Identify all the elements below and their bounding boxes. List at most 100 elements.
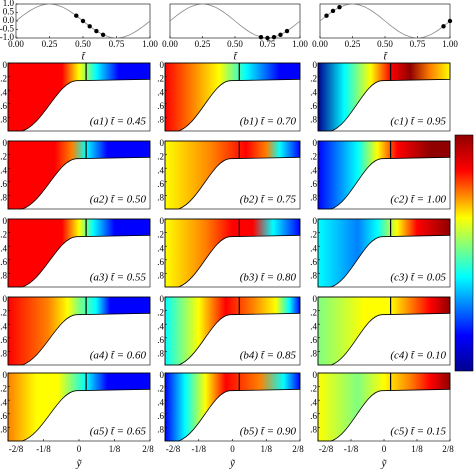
y-tick-label: .6 — [310, 335, 317, 345]
y-tick-label: .6 — [157, 335, 164, 345]
x-tick-label: 0.50 — [227, 39, 243, 49]
time-point — [74, 13, 79, 18]
y-tick-label: .8 — [157, 192, 164, 202]
panel-frame — [7, 62, 151, 132]
panel-frame — [164, 218, 301, 288]
y-tick-label: .8 — [0, 192, 7, 202]
x-axis-label: t̃ — [233, 51, 238, 63]
x-tick-label: 1.00 — [442, 39, 458, 49]
x-tick-label: 1.00 — [292, 39, 308, 49]
time-point — [87, 24, 92, 29]
y-tick-label: .4 — [0, 165, 7, 175]
y-tick-label: .6 — [310, 179, 317, 189]
x-tick-label: -2/8 — [9, 444, 24, 454]
panel-label: (c4) t̃ = 0.10 — [390, 350, 446, 362]
y-tick-label: .2 — [310, 152, 317, 162]
panel-frame — [164, 296, 301, 366]
y-tick-label: 0 — [313, 370, 318, 380]
y-tick-label: .4 — [310, 87, 317, 97]
x-tick-label: 0.25 — [195, 39, 211, 49]
y-tick-label: .8 — [310, 192, 317, 202]
sine-curve — [319, 3, 451, 39]
panel-label: (a5) t̃ = 0.65 — [90, 426, 147, 438]
y-tick-label: .8 — [0, 424, 7, 434]
y-tick-label: -0.5 — [0, 24, 14, 34]
y-tick-label: 0 — [160, 60, 165, 70]
x-tick-label: 0.75 — [410, 39, 426, 49]
y-tick-label: .4 — [157, 243, 164, 253]
panel-label: (c5) t̃ = 0.15 — [390, 426, 446, 438]
y-tick-label: .2 — [0, 308, 7, 318]
panel-frame — [164, 140, 301, 210]
y-tick-label: .8 — [0, 348, 7, 358]
panel-label: (a4) t̃ = 0.60 — [90, 350, 147, 362]
time-point — [284, 28, 290, 34]
y-tick-label: .8 — [310, 270, 317, 280]
y-tick-label: .4 — [157, 321, 164, 331]
y-tick-label: .4 — [0, 87, 7, 97]
y-tick-label: 0 — [160, 294, 165, 304]
y-tick-label: .4 — [157, 397, 164, 407]
y-tick-label: .4 — [0, 397, 7, 407]
y-tick-label: .4 — [0, 243, 7, 253]
y-tick-label: .8 — [157, 424, 164, 434]
y-tick-label: 1.0 — [3, 0, 15, 8]
panel-label: (b5) t̃ = 0.90 — [240, 426, 297, 438]
y-tick-label: .8 — [0, 114, 7, 124]
x-tick-label: 0 — [230, 444, 235, 454]
x-tick-label: 2/8 — [142, 444, 154, 454]
x-tick-label: 0.25 — [42, 39, 58, 49]
panel-frame — [7, 296, 151, 366]
y-tick-label: .2 — [310, 384, 317, 394]
x-axis-label: ỹ — [381, 458, 388, 470]
x-tick-label: 1/8 — [109, 444, 121, 454]
y-tick-label: 0 — [313, 138, 318, 148]
time-point — [100, 32, 106, 37]
y-tick-label: .2 — [0, 152, 7, 162]
panel-frame — [317, 62, 451, 132]
x-tick-label: 0.75 — [260, 39, 276, 49]
y-tick-label: .2 — [157, 152, 164, 162]
y-tick-label: .8 — [0, 270, 7, 280]
x-tick-label: -1/8 — [36, 444, 51, 454]
y-tick-label: 0 — [160, 216, 165, 226]
x-tick-label: -2/8 — [319, 444, 334, 454]
panel-frame — [317, 218, 451, 288]
y-tick-label: 0 — [160, 138, 165, 148]
panel-label: (c3) t̃ = 0.05 — [390, 272, 446, 284]
y-tick-label: .8 — [157, 348, 164, 358]
y-tick-label: .4 — [157, 165, 164, 175]
y-tick-label: .8 — [157, 270, 164, 280]
time-point — [258, 34, 264, 40]
y-tick-label: 0 — [3, 294, 8, 304]
y-tick-label: .4 — [310, 243, 317, 253]
y-tick-label: .2 — [0, 384, 7, 394]
time-point — [441, 24, 446, 29]
panel-label: (c2) t̃ = 1.00 — [390, 194, 446, 206]
y-tick-label: 0 — [313, 60, 318, 70]
y-tick-label: .6 — [0, 179, 7, 189]
y-tick-label: .6 — [157, 411, 164, 421]
x-tick-label: -1/8 — [192, 444, 207, 454]
y-tick-label: 0.5 — [3, 7, 15, 17]
x-tick-label: 1/8 — [260, 444, 272, 454]
panel-frame — [317, 296, 451, 366]
y-tick-label: 0 — [3, 60, 8, 70]
x-axis-label: ỹ — [76, 458, 83, 470]
colorbar — [454, 134, 474, 372]
panel-frame — [7, 140, 151, 210]
y-tick-label: .6 — [0, 335, 7, 345]
panel-label: (b3) t̃ = 0.80 — [240, 272, 297, 284]
panel-frame — [164, 62, 301, 132]
x-axis-label: t̃ — [383, 51, 388, 63]
x-tick-label: 2/8 — [292, 444, 304, 454]
y-tick-label: .6 — [157, 101, 164, 111]
panel-label: (a1) t̃ = 0.45 — [90, 116, 147, 128]
y-tick-label: 0 — [3, 138, 8, 148]
panel-label: (c1) t̃ = 0.95 — [390, 116, 446, 128]
x-tick-label: -1/8 — [344, 444, 359, 454]
y-tick-label: .8 — [310, 424, 317, 434]
time-point — [80, 18, 86, 24]
y-tick-label: 0 — [313, 216, 318, 226]
